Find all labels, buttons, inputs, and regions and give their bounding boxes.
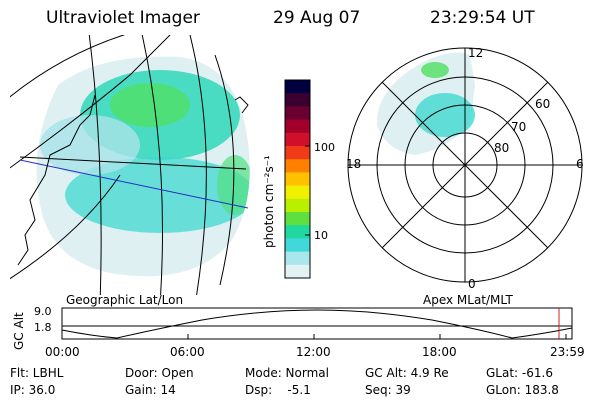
altitude-strip-plot (61, 307, 573, 340)
aurora-bright-patch (110, 83, 190, 127)
time-label: 23:29:54 UT (430, 8, 535, 28)
time-tick-label-2359: 23:59 (550, 345, 585, 359)
colorbar-segment (285, 172, 310, 187)
aurora-lower-band (65, 157, 250, 233)
polar-grid-panel (347, 47, 583, 283)
status-gc-alt: GC Alt: 4.9 Re (365, 366, 449, 380)
status-dsp: Dsp: -5.1 (245, 383, 311, 397)
colorbar-segment (285, 251, 310, 266)
coastline (234, 96, 249, 114)
latitude-arc (10, 35, 126, 98)
instrument-title: Ultraviolet Imager (46, 8, 200, 28)
aurora-right-patch (217, 155, 250, 215)
latitude-arc (10, 35, 171, 169)
altitude-tick-1-8: 1.8 (34, 321, 52, 334)
mlat-label-70: 70 (511, 120, 527, 134)
mlt-diagonal (381, 81, 549, 249)
mlt-label-6: 6 (576, 157, 584, 171)
colorbar-segment (285, 264, 310, 279)
terminator-line-black (19, 156, 247, 170)
longitude-line (189, 35, 207, 295)
colorbar-segment (285, 132, 310, 147)
status-ip: IP: 36.0 (10, 383, 56, 397)
altitude-curve (61, 309, 573, 339)
altitude-tick-9: 9.0 (34, 305, 52, 318)
time-tick-label-1800: 18:00 (422, 345, 457, 359)
colorbar-unit-label: photon cm⁻²s⁻¹ (262, 155, 276, 248)
colorbar-segment (285, 80, 310, 94)
status-gain: Gain: 14 (125, 383, 176, 397)
colorbar-segment (285, 185, 310, 200)
colorbar-segment (285, 93, 310, 107)
mlt-label-12: 12 (468, 46, 484, 60)
time-tick-label-0000: 00:00 (45, 345, 80, 359)
colorbar-segment (285, 106, 310, 121)
longitude-line (141, 35, 163, 295)
colorbar-tick-label-100: 100 (314, 141, 335, 154)
intensity-colorbar (284, 79, 311, 279)
polar-aurora-patch (421, 62, 449, 78)
terminator-line-blue (19, 159, 249, 209)
status-door: Door: Open (125, 366, 194, 380)
colorbar-segment (285, 225, 310, 239)
mlat-label-60: 60 (535, 97, 551, 111)
date-label: 29 Aug 07 (273, 8, 361, 28)
status-seq: Seq: 39 (365, 383, 411, 397)
polar-aurora-band (415, 93, 475, 137)
status-mode: Mode: Normal (245, 366, 329, 380)
colorbar-segment (285, 212, 310, 226)
status-glon: GLon: 183.8 (486, 383, 559, 397)
longitude-line (214, 54, 235, 286)
longitude-line (88, 35, 102, 295)
geographic-image-panel (10, 35, 250, 295)
latitude-arc (10, 174, 121, 280)
colorbar-segment (285, 238, 310, 253)
aurora-haze (40, 115, 140, 175)
mlt-label-0: 0 (468, 277, 476, 291)
mlat-label-80: 80 (494, 141, 510, 155)
mlt-label-18: 18 (346, 157, 362, 171)
colorbar-segment (285, 146, 310, 160)
time-tick-label-1200: 12:00 (296, 345, 331, 359)
colorbar-segment (285, 159, 310, 173)
polar-panel-label: Apex MLat/MLT (423, 293, 513, 307)
status-flt: Flt: LBHL (10, 366, 64, 380)
colorbar-segment (285, 198, 310, 213)
status-glat: GLat: -61.6 (486, 366, 553, 380)
colorbar-segment (285, 119, 310, 134)
colorbar-tick-label-10: 10 (314, 229, 328, 242)
altitude-axis-label: GC Alt (12, 312, 26, 350)
time-tick-label-0600: 06:00 (170, 345, 205, 359)
coastline (17, 94, 96, 266)
geographic-panel-label: Geographic Lat/Lon (66, 293, 184, 307)
